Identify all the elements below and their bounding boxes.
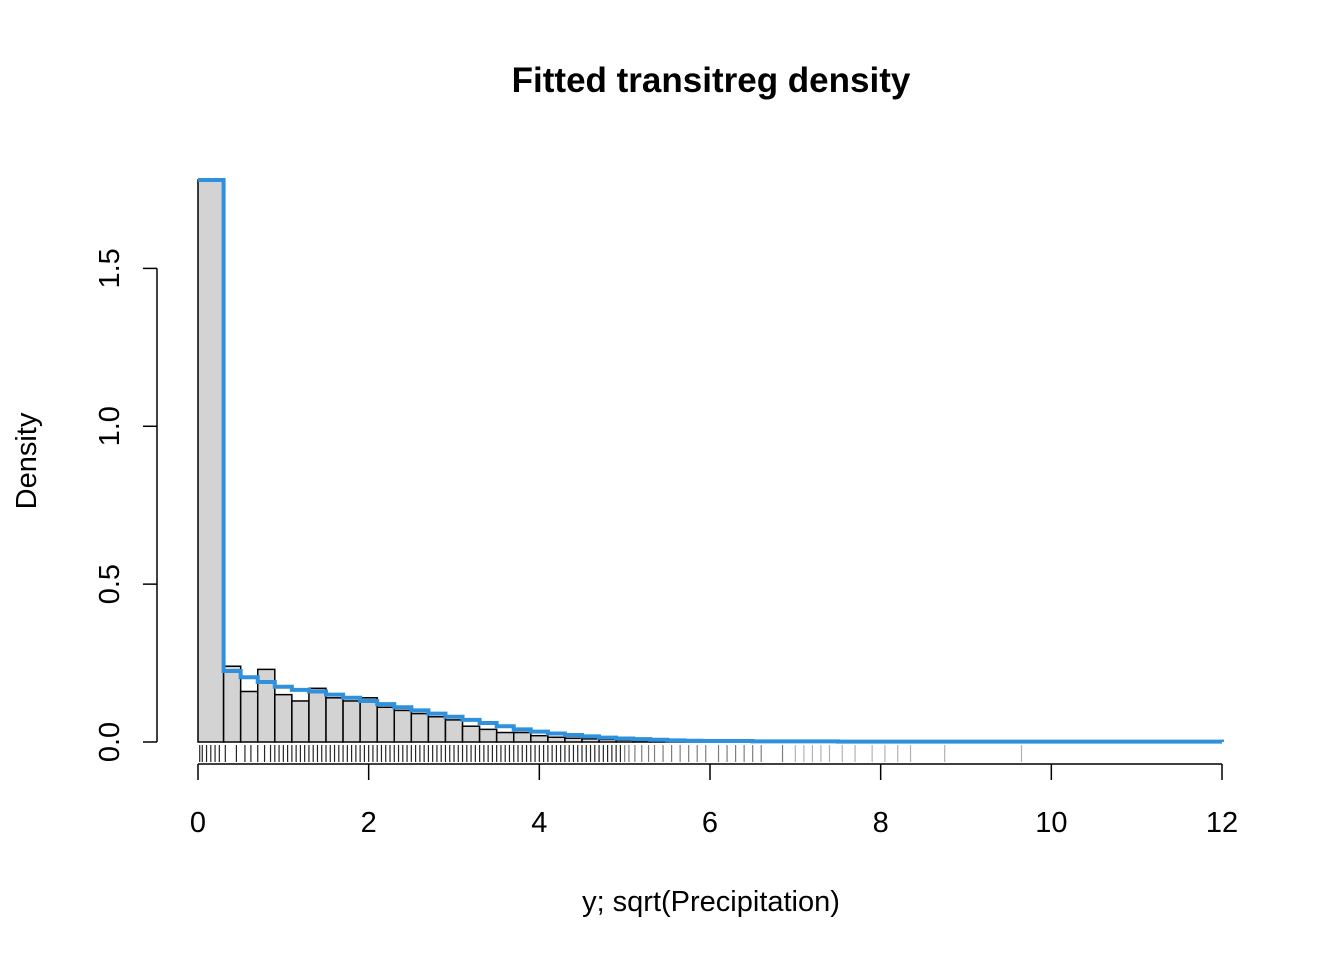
histogram-bar <box>393 709 413 743</box>
histogram-bar <box>598 738 617 743</box>
histogram-bars <box>197 179 703 743</box>
x-tick-label: 6 <box>702 807 718 839</box>
histogram-bar <box>274 693 293 743</box>
histogram-bar <box>325 697 344 743</box>
histogram-bar <box>376 706 396 743</box>
histogram-bar <box>461 725 481 743</box>
histogram-bar <box>581 738 600 743</box>
histogram-bar <box>495 731 515 743</box>
histogram-bar <box>444 719 464 743</box>
fitted-density <box>198 178 1224 744</box>
histogram-bar <box>427 715 447 743</box>
histogram-bar <box>359 697 378 743</box>
histogram-bar <box>512 731 532 743</box>
histogram-bar <box>197 179 225 743</box>
histogram-bar <box>478 728 498 743</box>
y-tick-label: 0.5 <box>94 564 126 604</box>
y-axis-label: Density <box>11 412 43 509</box>
histogram-bar <box>291 700 310 743</box>
x-tick-label: 8 <box>873 807 889 839</box>
x-axis: 0 2 4 6 8 10 12 <box>190 763 1238 839</box>
y-tick-label: 1.5 <box>94 248 126 288</box>
chart-title: Fitted transitreg density <box>512 61 911 100</box>
x-tick-label: 10 <box>1035 807 1067 839</box>
rug-marks <box>199 745 1023 762</box>
y-tick-label: 1.0 <box>94 406 126 446</box>
histogram-bar <box>342 700 361 743</box>
x-tick-label: 12 <box>1206 807 1238 839</box>
x-tick-label: 2 <box>361 807 377 839</box>
y-tick-label: 0.0 <box>94 722 126 762</box>
histogram-bar <box>222 665 242 743</box>
histogram-bar <box>530 734 549 743</box>
histogram-bar <box>239 690 259 743</box>
histogram-bar <box>308 687 327 743</box>
fitted-density-line <box>198 178 1224 744</box>
x-tick-label: 0 <box>190 807 206 839</box>
histogram-bar <box>410 712 430 743</box>
y-axis: 0.0 0.5 1.0 1.5 <box>94 248 158 762</box>
histogram-bar <box>547 736 566 743</box>
x-tick-label: 4 <box>531 807 547 839</box>
histogram-bar <box>564 737 583 743</box>
x-axis-label: y; sqrt(Precipitation) <box>582 886 840 918</box>
